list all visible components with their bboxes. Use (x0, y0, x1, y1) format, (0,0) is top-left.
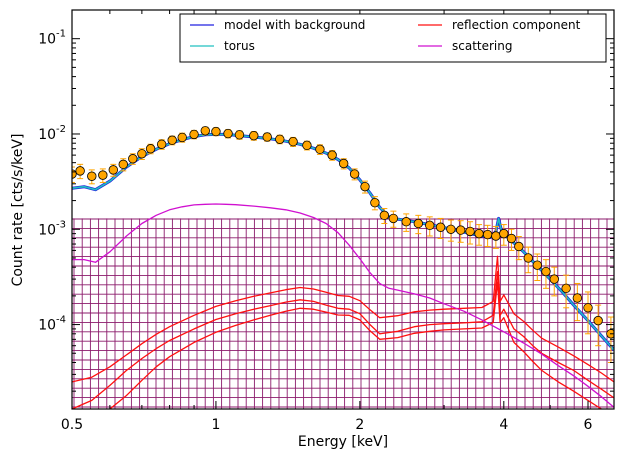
data-point (288, 136, 298, 147)
x-axis-label: Energy [keV] (298, 434, 388, 450)
data-point (262, 132, 272, 142)
x-tick-label: 2 (355, 417, 364, 433)
data-point (98, 170, 108, 180)
series-line-reflection-component-2 (72, 255, 614, 383)
series-line-reflection-component-0 (72, 270, 614, 409)
data-point (491, 231, 501, 241)
data-point (87, 171, 97, 181)
data-point (349, 169, 360, 179)
series-line-reflection-component-1 (106, 281, 603, 409)
data-point (338, 158, 349, 169)
data-point (583, 303, 593, 313)
hatched-grid (72, 218, 614, 409)
data-point (137, 149, 147, 159)
legend: model with background reflection componen… (179, 13, 607, 63)
plot-frame (71, 9, 615, 410)
y-tick-label: 10-2 (38, 124, 66, 143)
data-point (401, 217, 411, 227)
x-tick-label: 1 (211, 417, 220, 433)
data-point (465, 226, 475, 237)
data-point (211, 126, 221, 137)
data-point (532, 260, 542, 270)
data-point (482, 229, 493, 240)
data-point (549, 274, 559, 284)
data-point (234, 130, 245, 140)
data-point (200, 126, 210, 136)
legend-label: torus (224, 39, 255, 53)
data-point (425, 220, 435, 231)
data-point (167, 135, 177, 145)
data-point (302, 140, 312, 151)
data-point (156, 139, 167, 149)
legend-box (179, 13, 607, 63)
data-point (541, 266, 551, 277)
y-tick-label: 10-3 (38, 219, 66, 238)
data-point (572, 293, 583, 303)
data-point (177, 132, 187, 143)
y-tick-label: 10-4 (38, 315, 66, 334)
data-point (474, 228, 484, 239)
data-point (523, 253, 533, 263)
data-point (108, 165, 118, 175)
data-point (223, 128, 233, 139)
y-tick-label: 10-1 (38, 29, 66, 48)
data-point (379, 210, 390, 221)
data-point (446, 224, 456, 234)
data-point (145, 144, 156, 154)
data-point (593, 315, 603, 326)
data-point (360, 181, 370, 192)
x-tick-label: 0.5 (61, 417, 83, 433)
data-point (561, 283, 571, 294)
data-point (413, 218, 424, 229)
data-point (499, 228, 509, 239)
data-point (315, 144, 325, 155)
data-point (75, 166, 85, 176)
x-tick-label: 4 (499, 417, 508, 433)
data-point (249, 130, 259, 141)
y-axis-label: Count rate [cts/s/keV] (10, 134, 26, 287)
x-tick-label: 6 (584, 417, 593, 433)
legend-label: model with background (224, 18, 365, 32)
data-point (275, 134, 285, 144)
data-point (455, 225, 466, 235)
legend-label: reflection component (452, 18, 581, 32)
data-point (327, 150, 337, 160)
data-point (506, 233, 517, 244)
data-point (435, 222, 446, 232)
data-point (189, 129, 199, 140)
series-line-scattering-0 (72, 203, 614, 408)
data-point (128, 154, 138, 164)
data-point (118, 159, 128, 170)
legend-label: scattering (452, 39, 513, 53)
data-point (514, 241, 524, 252)
data-point (370, 198, 380, 208)
data-point (388, 213, 399, 224)
